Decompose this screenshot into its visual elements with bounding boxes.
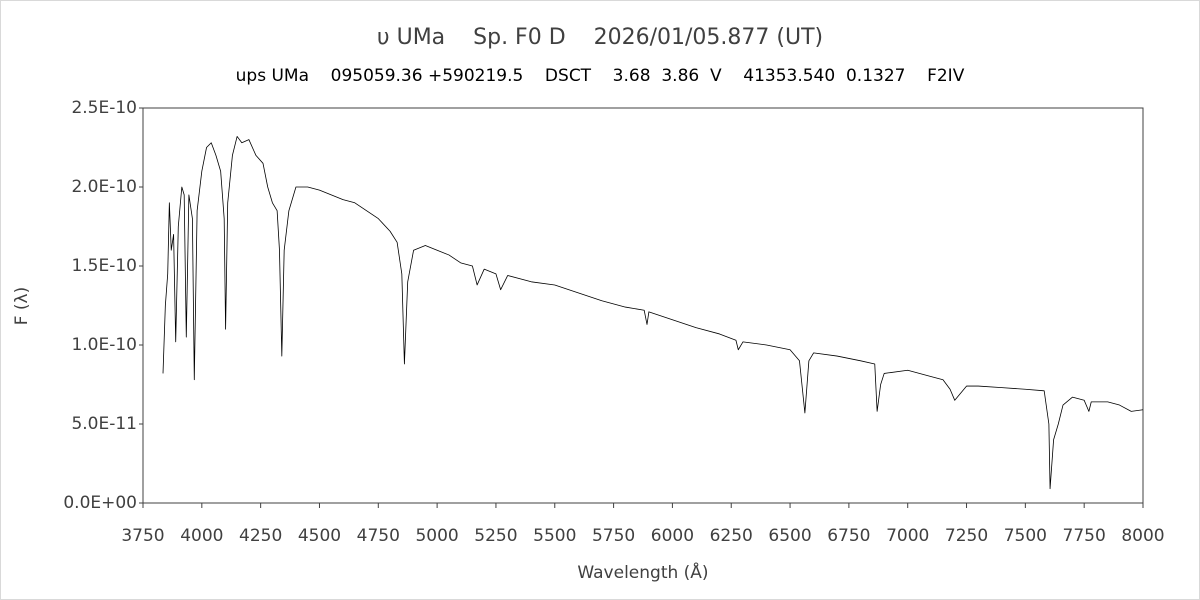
x-tick-label: 7250 (945, 526, 988, 546)
y-tick-label: 1.5E-10 (71, 256, 137, 276)
chart-title: υ UMa Sp. F0 D 2026/01/05.877 (UT) (377, 25, 823, 50)
x-tick-label: 5750 (592, 526, 635, 546)
x-tick-label: 7500 (1004, 526, 1047, 546)
x-tick-label: 7750 (1063, 526, 1106, 546)
chart-subtitle: ups UMa 095059.36 +590219.5 DSCT 3.68 3.… (236, 66, 965, 86)
y-tick-label: 2.5E-10 (71, 98, 137, 118)
x-tick-label: 5500 (533, 526, 576, 546)
y-tick-label: 5.0E-11 (71, 414, 137, 434)
x-tick-label: 6000 (651, 526, 694, 546)
x-tick-label: 3750 (121, 526, 164, 546)
x-tick-label: 7000 (886, 526, 929, 546)
y-tick-label: 2.0E-10 (71, 177, 137, 197)
x-axis-label: Wavelength (Å) (577, 561, 708, 583)
y-tick-label: 1.0E-10 (71, 335, 137, 355)
x-tick-label: 4750 (357, 526, 400, 546)
x-tick-label: 4000 (180, 526, 223, 546)
x-tick-label: 6750 (827, 526, 870, 546)
x-tick-label: 5000 (415, 526, 458, 546)
x-tick-label: 6500 (768, 526, 811, 546)
spectrum-line (162, 136, 1144, 490)
y-tick-label: 0.0E+00 (63, 493, 137, 513)
x-tick-label: 8000 (1121, 526, 1164, 546)
plot-frame (142, 107, 1144, 504)
y-axis-label: F (λ) (12, 287, 32, 326)
x-tick-label: 4250 (239, 526, 282, 546)
x-tick-label: 4500 (298, 526, 341, 546)
x-tick-label: 6250 (710, 526, 753, 546)
x-tick-label: 5250 (474, 526, 517, 546)
